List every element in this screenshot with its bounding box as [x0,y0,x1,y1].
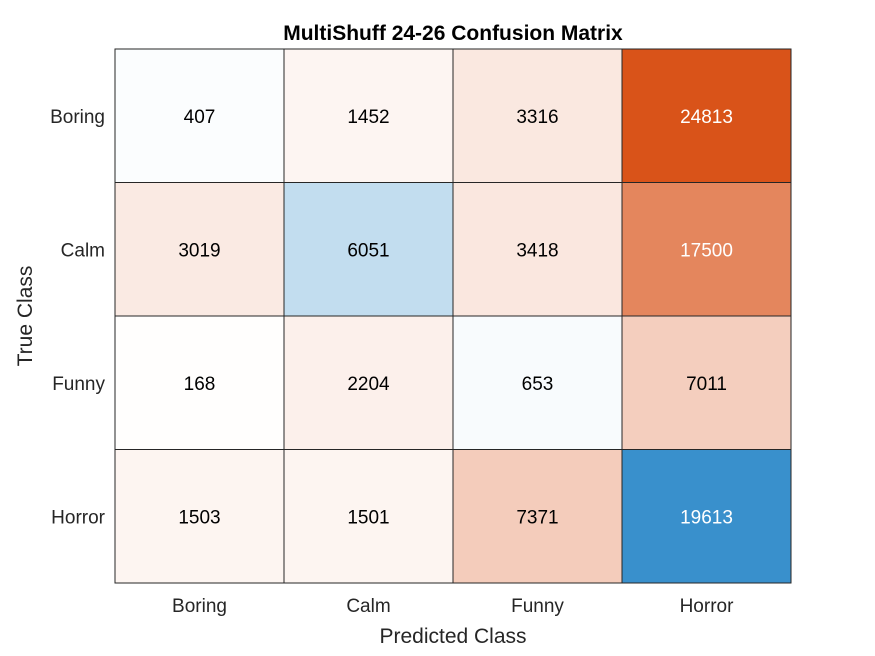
heatmap-cell-0-1 [283,48,454,183]
cell-value-label: 6051 [347,240,389,261]
x-tick-label: Boring [172,596,227,617]
heatmap-cell-0-0 [114,48,285,183]
cell-value-label: 3418 [516,240,558,261]
y-axis-label: True Class [14,266,37,367]
cell-value-label: 24813 [680,107,733,128]
cell-value-label: 1452 [347,107,389,128]
x-tick-label: Calm [346,596,390,617]
x-tick-labels: Boring Calm Funny Horror [172,596,734,617]
heatmap-cell-1-2 [452,182,623,317]
cell-value-label: 3316 [516,107,558,128]
y-tick-label: Calm [61,240,105,261]
heatmap-cell-1-0 [114,182,285,317]
heatmap-cell-3-0 [114,449,285,584]
y-tick-label: Boring [50,107,105,128]
heatmap-cell-3-3 [621,449,792,584]
heatmap-cell-2-1 [283,315,454,450]
cell-value-label: 7371 [516,507,558,528]
cell-value-label: 1503 [178,507,220,528]
x-tick-label: Horror [680,596,735,617]
cell-value-label: 407 [184,107,216,128]
heatmap-cell-1-3 [621,182,792,317]
y-tick-label: Horror [51,507,106,528]
heatmap-cell-0-3 [621,48,792,183]
heatmap-cell-1-1 [283,182,454,317]
cell-value-label: 7011 [686,374,727,395]
heatmap-cell-0-2 [452,48,623,183]
y-tick-labels: Boring Calm Funny Horror [50,107,106,529]
cell-value-label: 1501 [347,507,389,528]
cell-value-label: 2204 [347,374,390,395]
cell-value-label: 168 [184,374,216,395]
cell-value-label: 653 [522,374,554,395]
heatmap-cell-3-1 [283,449,454,584]
x-tick-label: Funny [511,596,564,617]
heatmap-cell-3-2 [452,449,623,584]
y-tick-label: Funny [52,374,105,395]
chart-title: MultiShuff 24-26 Confusion Matrix [283,22,623,45]
heatmap-cells: 407 1452 3316 24813 3019 6051 3418 17500 168 2204… [114,48,792,584]
cell-value-label: 17500 [680,240,733,261]
x-axis-label: Predicted Class [379,625,526,648]
cell-value-label: 3019 [178,240,220,261]
cell-value-label: 19613 [680,507,733,528]
heatmap-cell-2-3 [621,315,792,450]
